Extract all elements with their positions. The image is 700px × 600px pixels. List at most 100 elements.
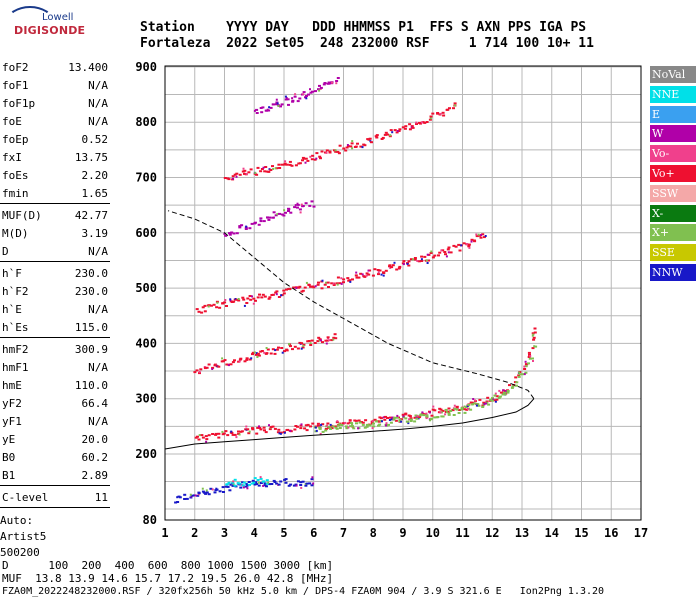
echo-point bbox=[222, 432, 226, 435]
echo-point bbox=[475, 233, 478, 236]
echo-point bbox=[490, 399, 494, 402]
echo-point bbox=[328, 82, 331, 85]
echo-point bbox=[268, 296, 272, 299]
echo-point bbox=[414, 414, 418, 417]
echo-point bbox=[263, 170, 267, 173]
echo-point bbox=[319, 432, 322, 435]
echo-point bbox=[423, 255, 427, 258]
echo-point bbox=[308, 482, 312, 485]
echo-point bbox=[314, 285, 317, 288]
echo-point bbox=[334, 425, 338, 428]
echo-point bbox=[255, 112, 259, 114]
echo-point bbox=[318, 338, 322, 341]
echo-point bbox=[309, 425, 312, 428]
echo-point bbox=[201, 487, 204, 490]
echo-point bbox=[262, 484, 265, 487]
echo-point bbox=[524, 360, 527, 363]
echo-point bbox=[518, 373, 522, 376]
echo-point bbox=[515, 381, 519, 384]
legend-item: NNE bbox=[650, 85, 696, 103]
echo-point bbox=[423, 121, 427, 124]
echo-point bbox=[342, 281, 345, 284]
echo-point bbox=[458, 409, 461, 411]
echo-point bbox=[501, 393, 505, 396]
echo-point bbox=[467, 245, 471, 248]
echo-point bbox=[326, 336, 330, 339]
echo-point bbox=[532, 338, 536, 341]
autoscale-line3: 500200 bbox=[0, 546, 40, 559]
echo-point bbox=[279, 105, 282, 108]
echo-point bbox=[384, 269, 388, 272]
echo-point bbox=[425, 412, 428, 415]
param-separator bbox=[0, 261, 110, 262]
echo-point bbox=[296, 425, 299, 428]
echo-point bbox=[224, 299, 227, 301]
echo-point bbox=[356, 142, 359, 145]
clevel-label: C-level bbox=[2, 491, 49, 504]
echo-point bbox=[428, 118, 432, 121]
echo-point bbox=[256, 166, 260, 169]
echo-point bbox=[334, 149, 337, 152]
echo-point bbox=[348, 279, 352, 282]
echo-point bbox=[477, 404, 481, 407]
echo-point bbox=[228, 232, 231, 235]
echo-point bbox=[242, 481, 246, 484]
echo-point bbox=[198, 372, 201, 375]
echo-point bbox=[312, 286, 316, 289]
y-tick-label: 800 bbox=[135, 115, 157, 129]
echo-point bbox=[260, 168, 264, 170]
echo-point bbox=[436, 416, 440, 418]
echo-point bbox=[200, 311, 204, 314]
echo-point bbox=[309, 342, 312, 345]
echo-point bbox=[429, 252, 433, 254]
echo-point bbox=[365, 425, 369, 428]
echo-point bbox=[284, 481, 288, 484]
echo-point bbox=[245, 172, 248, 175]
param-value: 20.0 bbox=[81, 433, 109, 446]
echo-point bbox=[235, 436, 238, 439]
echo-point bbox=[183, 493, 187, 496]
echo-point bbox=[221, 486, 225, 489]
echo-point bbox=[406, 262, 409, 265]
echo-point bbox=[449, 251, 453, 254]
echo-point bbox=[321, 430, 325, 433]
echo-point bbox=[344, 149, 348, 152]
echo-point bbox=[489, 399, 493, 401]
echo-point bbox=[251, 427, 254, 430]
echo-point bbox=[371, 420, 374, 422]
echo-point bbox=[377, 420, 381, 423]
echo-point bbox=[254, 299, 257, 302]
echo-point bbox=[272, 479, 276, 482]
echo-point bbox=[391, 131, 394, 134]
echo-point bbox=[325, 281, 327, 284]
echo-point bbox=[326, 339, 329, 342]
echo-point bbox=[221, 302, 225, 305]
echo-point bbox=[493, 399, 497, 402]
echo-point bbox=[473, 402, 477, 405]
echo-point bbox=[304, 161, 307, 164]
echo-point bbox=[447, 246, 451, 249]
param-row: B1 2.89 bbox=[2, 468, 108, 484]
echo-point bbox=[259, 428, 263, 431]
x-tick-label: 16 bbox=[604, 526, 618, 540]
echo-point bbox=[355, 276, 359, 279]
echo-point bbox=[316, 340, 320, 343]
param-value: 2.89 bbox=[81, 469, 109, 482]
param-separator bbox=[0, 507, 110, 508]
param-row: fxI 13.75 bbox=[2, 150, 108, 166]
echo-point bbox=[409, 418, 413, 421]
echo-point bbox=[446, 248, 450, 251]
echo-point bbox=[304, 484, 308, 487]
echo-point bbox=[495, 398, 499, 401]
echo-point bbox=[482, 401, 486, 404]
echo-point bbox=[278, 432, 281, 435]
echo-point bbox=[503, 393, 507, 396]
legend-item: SSW bbox=[650, 184, 696, 202]
echo-point bbox=[205, 440, 208, 443]
echo-point bbox=[447, 410, 451, 413]
echo-point bbox=[444, 253, 447, 256]
echo-point bbox=[277, 428, 281, 431]
echo-point bbox=[331, 81, 333, 84]
echo-point bbox=[176, 501, 180, 503]
echo-point bbox=[259, 220, 263, 223]
